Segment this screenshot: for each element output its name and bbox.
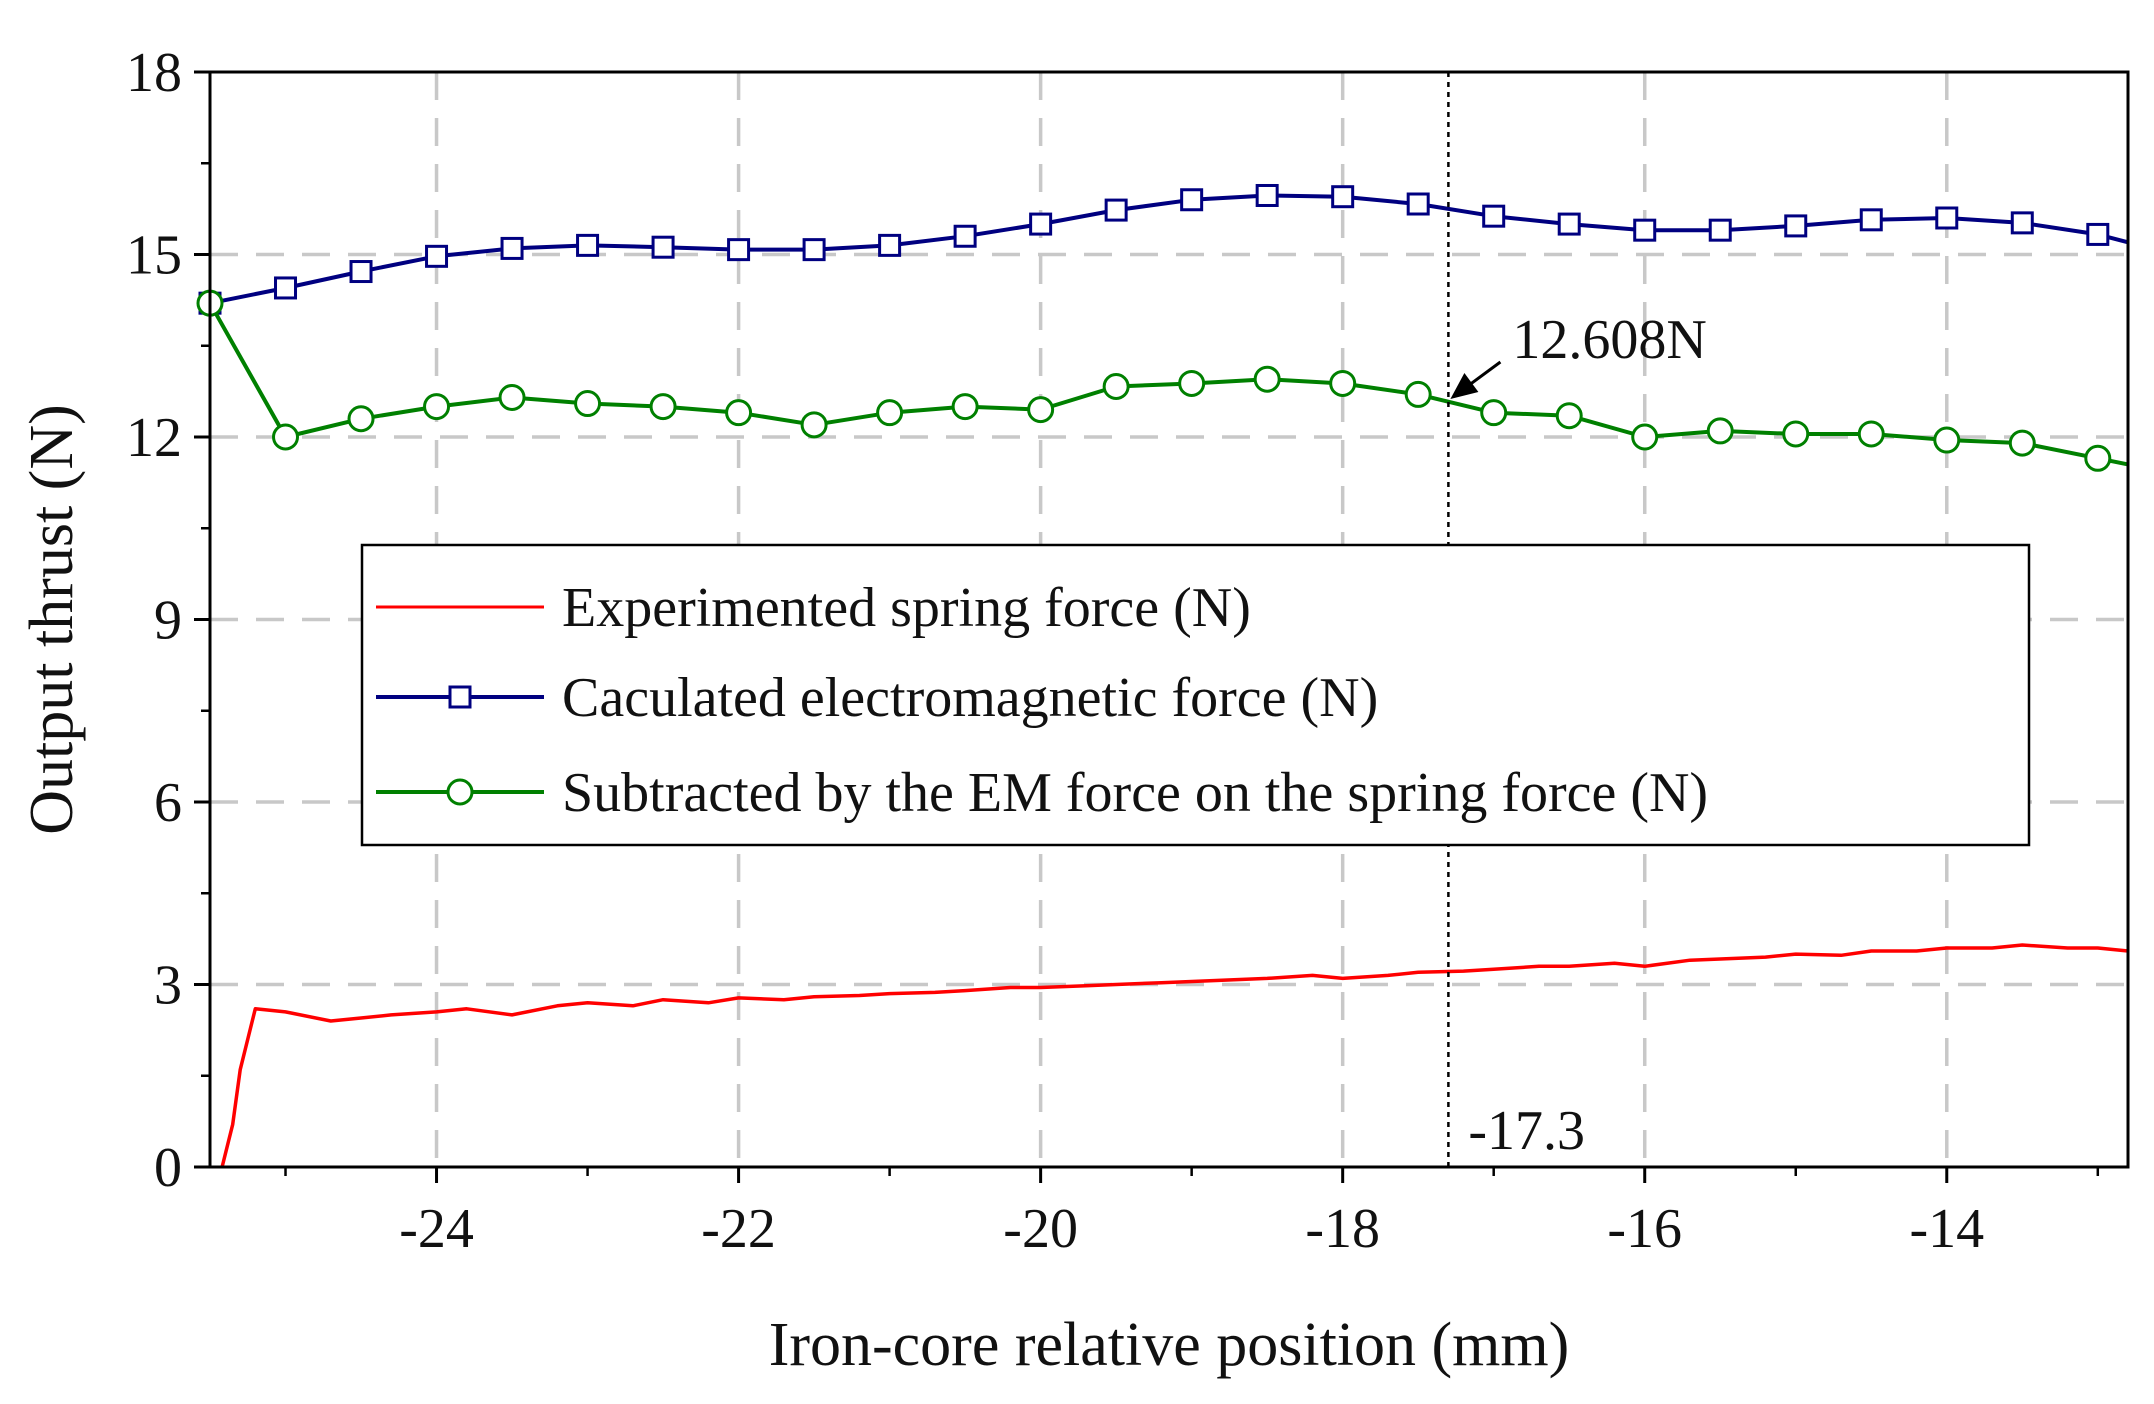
data-point-em [1331,185,1355,209]
data-point-subtracted [1631,423,1659,451]
data-point-em [1255,183,1279,207]
x-tick-label: -16 [1607,1198,1682,1260]
data-point-em [2010,211,2034,235]
data-point-subtracted [1102,373,1130,401]
legend: Experimented spring force (N) Caculated … [360,543,2031,847]
y-tick-label: 0 [154,1137,182,1199]
data-point-subtracted [423,393,451,421]
data-point-em [349,260,373,284]
x-tick-label: -14 [1909,1198,1984,1260]
legend-label-spring: Experimented spring force (N) [562,577,1251,639]
x-axis-title: Iron-core relative position (mm) [769,1311,1570,1379]
data-point-em [1708,218,1732,242]
data-point-subtracted [1027,396,1055,424]
data-point-em [1784,214,1808,238]
data-point-em [878,233,902,257]
data-point-subtracted [574,390,602,418]
data-point-em [651,235,675,259]
data-point-subtracted [876,399,904,427]
vline-label: -17.3 [1468,1100,1585,1162]
data-point-subtracted [649,393,677,421]
x-tick-label: -24 [399,1198,474,1260]
axis-ticks: -24 -22 -20 -18 -16 -14 0 3 6 9 12 15 18 [126,42,2100,1260]
data-point-subtracted [1933,426,1961,454]
data-point-subtracted [951,393,979,421]
data-point-em [500,236,524,260]
data-point-em [1029,212,1053,236]
data-point-subtracted [1480,399,1508,427]
series-line-spring [220,943,2129,1168]
data-point-em [1180,188,1204,212]
y-tick-label: 18 [126,42,182,104]
data-point-subtracted [1706,417,1734,445]
y-tick-label: 6 [154,772,182,834]
data-point-em [425,244,449,268]
data-point-subtracted [725,399,753,427]
data-point-subtracted [2008,429,2036,457]
data-point-subtracted [1404,380,1432,408]
data-point-subtracted [1253,365,1281,393]
data-point-em [727,238,751,262]
point-value-label: 12.608N [1512,309,1706,371]
data-point-em [1406,192,1430,216]
data-point-em [802,238,826,262]
legend-box [360,543,2031,847]
annotations [1447,72,1502,1167]
data-point-em [1104,198,1128,222]
data-point-subtracted [1857,420,1885,448]
x-tick-label: -18 [1305,1198,1380,1260]
data-point-em [1935,206,1959,230]
data-point-em [1859,208,1883,232]
y-tick-label: 9 [154,590,182,652]
x-tick-label: -22 [701,1198,776,1260]
y-tick-label: 12 [126,407,182,469]
data-point-em [1482,204,1506,228]
annotation-arrow-head [1450,373,1479,400]
legend-marker-em [448,685,472,709]
data-point-subtracted [2084,444,2112,472]
y-axis-title: Output thrust (N) [18,404,86,835]
x-tick-label: -20 [1003,1198,1078,1260]
data-point-subtracted [498,383,526,411]
legend-marker-subtracted [446,778,474,806]
data-point-em [2086,222,2110,246]
data-point-em [274,276,298,300]
data-point-em [1557,212,1581,236]
data-point-subtracted [800,411,828,439]
data-point-em [576,233,600,257]
series-line-em [209,193,2129,306]
legend-label-em: Caculated electromagnetic force (N) [562,667,1378,729]
data-point-subtracted [1329,369,1357,397]
y-tick-label: 3 [154,955,182,1017]
y-tick-label: 15 [126,225,182,287]
data-point-subtracted [347,405,375,433]
series-line-subtracted [208,302,2129,467]
data-point-em [953,224,977,248]
data-point-em [1633,218,1657,242]
legend-symbol-em [376,685,544,709]
legend-symbol-subtracted [376,778,544,806]
legend-label-subtracted: Subtracted by the EM force on the spring… [562,762,1708,824]
plot-series [196,183,2129,1168]
data-point-subtracted [1555,402,1583,430]
data-point-subtracted [1782,420,1810,448]
data-point-subtracted [272,423,300,451]
data-point-subtracted [1178,369,1206,397]
